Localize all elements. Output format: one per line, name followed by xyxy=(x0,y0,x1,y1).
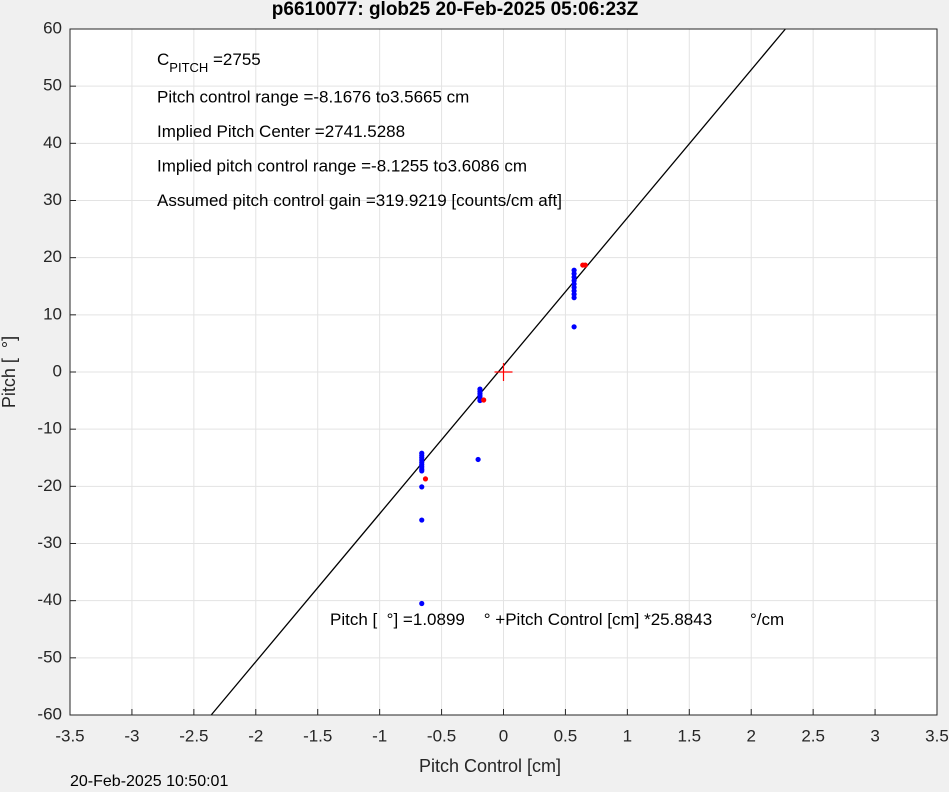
point xyxy=(419,600,425,607)
annotation: Implied pitch control range =-8.1255 to3… xyxy=(157,156,527,175)
y-tick-label: -60 xyxy=(37,704,62,723)
y-tick-label: -10 xyxy=(37,419,62,438)
equation-slope: 25.8843 xyxy=(651,610,712,629)
x-tick-label: 2 xyxy=(746,726,755,745)
y-tick-label: 30 xyxy=(43,190,62,209)
x-tick-label: 3.5 xyxy=(925,726,949,745)
x-tick-label: -3.5 xyxy=(55,726,84,745)
x-tick-label: -1 xyxy=(372,726,387,745)
timestamp: 20-Feb-2025 10:50:01 xyxy=(70,773,228,790)
annotation: Implied Pitch Center =2741.5288 xyxy=(157,122,405,141)
y-tick-label: 50 xyxy=(43,76,62,95)
y-tick-label: -30 xyxy=(37,533,62,552)
x-tick-label: -2 xyxy=(248,726,263,745)
y-tick-label: -40 xyxy=(37,590,62,609)
x-tick-label: 3 xyxy=(870,726,879,745)
y-tick-label: -20 xyxy=(37,476,62,495)
x-tick-label: 0.5 xyxy=(554,726,578,745)
chart-title: p6610077: glob25 20-Feb-2025 05:06:23Z xyxy=(272,0,639,20)
point xyxy=(582,262,588,268)
point xyxy=(419,484,425,490)
axes-box xyxy=(69,28,938,716)
y-tick-label: 10 xyxy=(43,304,62,323)
point xyxy=(475,456,481,463)
c-pitch-annotation: CPITCH =2755 xyxy=(157,50,261,75)
y-tick-label: 0 xyxy=(53,361,62,380)
y-tick-label: -50 xyxy=(37,647,62,666)
point xyxy=(419,468,425,474)
c-pitch-value: =2755 xyxy=(208,50,260,69)
equation-mid: ° +Pitch Control [cm] * xyxy=(465,610,651,629)
point xyxy=(419,517,425,523)
equation-unit: °/cm xyxy=(712,610,784,629)
x-tick-label: 2.5 xyxy=(801,726,825,745)
equation-intercept: 1.0899 xyxy=(413,610,465,629)
x-tick-label: -3 xyxy=(124,726,139,745)
y-tick-label: 20 xyxy=(43,247,62,266)
x-axis-label: Pitch Control [cm] xyxy=(419,756,561,776)
x-tick-label: 1 xyxy=(623,726,632,745)
fit-equation: Pitch [ °] =1.0899 ° +Pitch Control [cm]… xyxy=(330,610,784,629)
y-tick-label: 60 xyxy=(43,18,62,37)
x-tick-label: 0 xyxy=(499,726,508,745)
x-tick-label: -1.5 xyxy=(303,726,332,745)
y-axis-label: Pitch [ °] xyxy=(0,336,19,408)
point xyxy=(571,324,577,330)
marks xyxy=(210,28,786,716)
c-pitch-subscript: PITCH xyxy=(169,60,208,75)
center-marker xyxy=(494,363,513,381)
point xyxy=(571,295,577,301)
y-tick-label: 40 xyxy=(43,133,62,152)
c-pitch-symbol: C xyxy=(157,50,169,69)
x-tick-label: -0.5 xyxy=(427,726,456,745)
annotation: Assumed pitch control gain =319.9219 [co… xyxy=(157,191,562,210)
annotation: Pitch control range =-8.1676 to3.5665 cm xyxy=(157,87,469,106)
x-tick-label: 1.5 xyxy=(677,726,701,745)
point xyxy=(481,397,487,403)
point xyxy=(422,476,429,482)
x-tick-label: -2.5 xyxy=(179,726,208,745)
equation-lhs: Pitch [ °] = xyxy=(330,610,413,629)
